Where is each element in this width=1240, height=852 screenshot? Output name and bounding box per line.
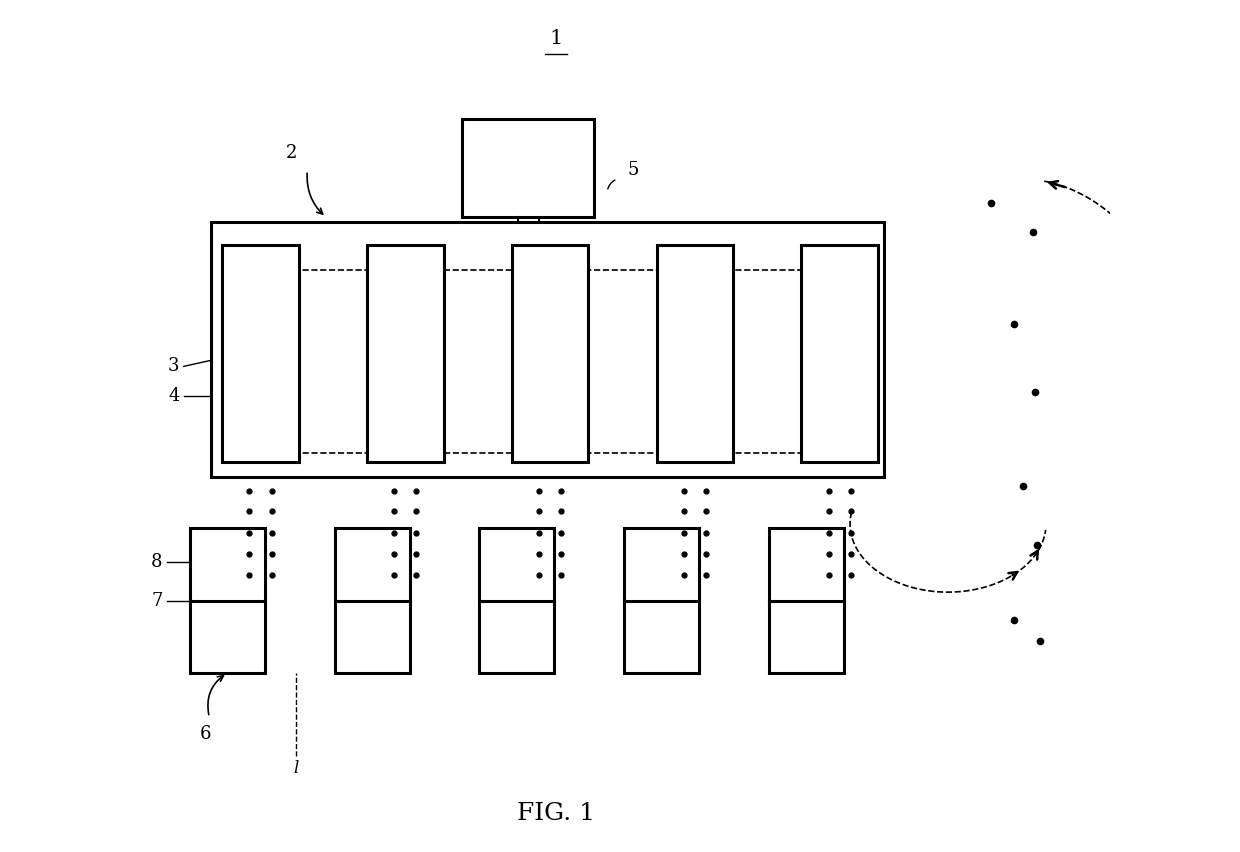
Text: 4: 4 [169, 387, 180, 406]
Text: 6: 6 [200, 725, 211, 744]
Bar [657, 245, 733, 462]
Text: 3: 3 [167, 357, 180, 376]
Bar [512, 245, 589, 462]
Text: 5: 5 [627, 161, 639, 180]
Text: 8: 8 [151, 553, 162, 572]
Bar [367, 245, 444, 462]
Bar [232, 270, 858, 453]
Bar [624, 528, 699, 673]
Text: FIG. 1: FIG. 1 [517, 803, 595, 825]
Text: 1: 1 [549, 29, 563, 48]
Bar [335, 528, 409, 673]
Bar [211, 222, 884, 477]
Bar [769, 528, 844, 673]
Text: 2: 2 [286, 144, 298, 163]
Bar [190, 528, 264, 673]
Bar [222, 245, 299, 462]
Text: 7: 7 [151, 591, 162, 610]
Bar [801, 245, 878, 462]
Bar [480, 528, 554, 673]
Text: l: l [294, 760, 299, 777]
Bar [463, 119, 594, 217]
